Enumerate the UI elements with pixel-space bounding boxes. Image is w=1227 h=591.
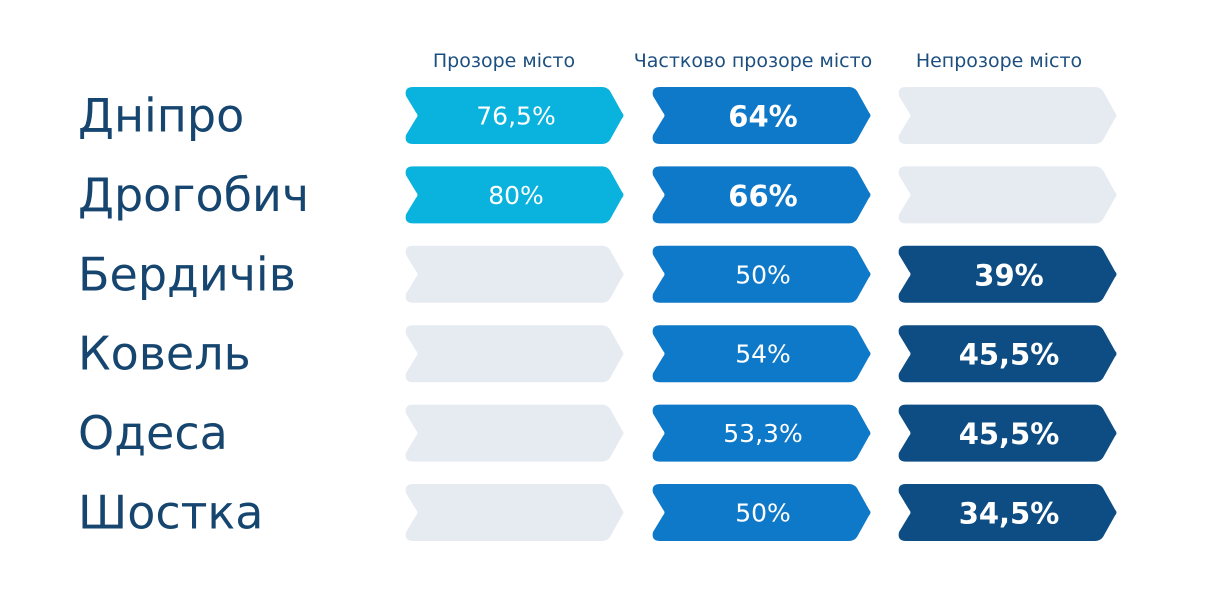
empty-arrow-cell xyxy=(898,87,1117,144)
city-label: Одеса xyxy=(78,406,228,460)
value-label: 45,5% xyxy=(959,338,1060,372)
city-label: Дрогобич xyxy=(78,168,309,222)
value-label: 34,5% xyxy=(959,497,1060,531)
value-arrow-cell xyxy=(652,325,871,383)
value-label: 76,5% xyxy=(476,102,555,131)
city-label: Дніпро xyxy=(78,89,244,143)
value-arrow-cell xyxy=(652,87,871,144)
value-arrow-cell xyxy=(405,166,624,224)
empty-arrow-cell xyxy=(405,325,624,383)
empty-arrow-cell xyxy=(405,484,624,541)
value-arrow-cell xyxy=(652,484,871,541)
city-label: Шостка xyxy=(78,486,263,540)
empty-arrow-cell xyxy=(405,404,624,462)
table-row: Одеса 53,3% 45,5% xyxy=(78,404,1117,462)
value-label: 39% xyxy=(974,258,1043,292)
value-label: 45,5% xyxy=(959,417,1060,451)
value-label: 50% xyxy=(735,260,791,289)
column-header-3: Непрозоре місто xyxy=(916,50,1082,72)
column-header-1: Прозоре місто xyxy=(433,50,575,72)
table-row: Шостка 50% 34,5% xyxy=(78,484,1117,541)
value-label: 53,3% xyxy=(723,419,802,448)
value-arrow-cell xyxy=(652,245,871,303)
value-label: 66% xyxy=(728,179,797,213)
value-label: 54% xyxy=(735,340,791,369)
value-arrow-cell xyxy=(898,245,1117,303)
empty-arrow-cell xyxy=(898,166,1117,224)
city-label: Ковель xyxy=(78,327,251,381)
value-label: 50% xyxy=(735,499,791,528)
city-label: Бердичів xyxy=(78,247,296,301)
value-arrow-cell xyxy=(652,404,871,462)
column-header-2: Частково прозоре місто xyxy=(634,50,873,72)
table-row: Ковель 54% 45,5% xyxy=(78,325,1117,383)
chart-rows: Дніпро 76,5% 64% Дрогобич 80% 66% Бердичів 50% 3… xyxy=(78,87,1117,541)
value-label: 64% xyxy=(728,100,797,134)
value-arrow-cell xyxy=(405,87,624,144)
column-headers: Прозоре місто Частково прозоре місто Непро… xyxy=(433,50,1082,72)
value-label: 80% xyxy=(488,181,544,210)
value-arrow-cell xyxy=(898,325,1117,383)
value-arrow-cell xyxy=(898,484,1117,541)
value-arrow-cell xyxy=(898,404,1117,462)
table-row: Дніпро 76,5% 64% xyxy=(78,87,1117,144)
table-row: Бердичів 50% 39% xyxy=(78,245,1117,303)
value-arrow-cell xyxy=(652,166,871,224)
empty-arrow-cell xyxy=(405,245,624,303)
table-row: Дрогобич 80% 66% xyxy=(78,166,1117,224)
